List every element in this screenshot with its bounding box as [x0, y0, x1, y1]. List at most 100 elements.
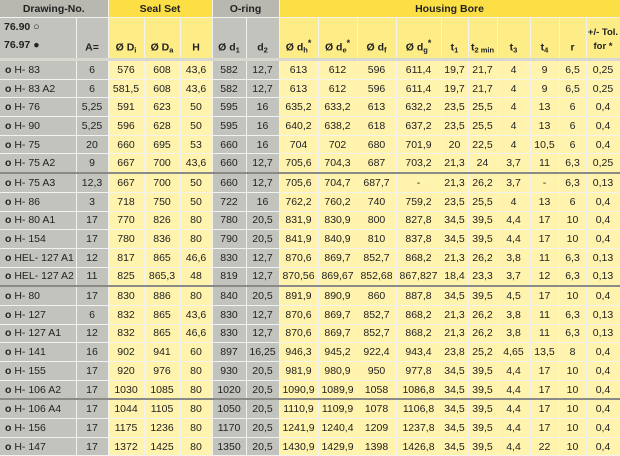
table-row: o H- 147 17 1372 1425 80 1350 20,5 1430,9 1429,9…: [0, 437, 620, 456]
column-header: t2 min: [468, 17, 498, 61]
table-cell: 612: [318, 59, 358, 80]
table-cell: 865: [144, 305, 181, 325]
table-cell: 25,5: [468, 116, 498, 136]
table-cell: 740: [357, 192, 397, 212]
drawing-no-header: Drawing-No.: [0, 0, 109, 18]
table-row: o H- 76 5,25 591 623 50 595 16 635,2 633,2 613 632…: [0, 97, 620, 118]
table-cell: 887,8: [396, 286, 442, 306]
table-cell: 80: [180, 229, 213, 249]
table-cell: 870,6: [279, 324, 319, 344]
table-cell: 1078: [357, 399, 397, 420]
table-cell: 950: [357, 361, 397, 381]
table-cell: 3,7: [497, 173, 531, 193]
table-cell: 16: [246, 135, 280, 155]
table-cell: 840,9: [318, 229, 358, 249]
table-cell: 0,25: [586, 79, 620, 99]
table-cell: 23,5: [441, 97, 469, 118]
table-cell: 0,4: [586, 135, 620, 155]
drawing-no: H- 127 A1: [14, 327, 62, 340]
table-cell: 26,2: [468, 305, 498, 325]
table-cell: 703,2: [396, 153, 442, 175]
table-cell: 780: [108, 229, 145, 249]
table-cell: 941: [144, 342, 181, 362]
table-cell: 20,5: [246, 437, 280, 456]
table-cell: 660: [212, 173, 247, 193]
circle-outline-icon: o: [5, 138, 12, 151]
table-cell: 582: [212, 59, 247, 80]
column-header-sub: 2 min: [474, 45, 495, 54]
table-cell: 4: [497, 79, 531, 99]
table-row: o H- 86 3 718 750 50 722 16 762,2 760,2 740 759,2 2…: [0, 192, 620, 212]
circle-outline-icon: o: [5, 251, 12, 264]
table-cell: 80: [180, 418, 213, 438]
table-cell: 6: [76, 305, 109, 325]
table-cell: 80: [180, 437, 213, 456]
table-cell: 613: [357, 97, 397, 118]
table-cell: 53: [180, 135, 213, 155]
table-cell: 869,7: [318, 324, 358, 344]
table-cell: 4: [497, 135, 531, 155]
table-cell: 869,7: [318, 248, 358, 268]
table-cell: 870,6: [279, 305, 319, 325]
filled-circle-icon: ●: [33, 39, 40, 51]
column-header-sub: e: [342, 45, 347, 54]
column-header-sub: 1: [454, 45, 459, 54]
table-cell: 39,5: [468, 286, 498, 306]
table-cell: 34,5: [441, 211, 469, 231]
table-cell: 705,6: [279, 173, 319, 193]
table-cell: 21,3: [441, 305, 469, 325]
table-cell: 1430,9: [279, 437, 319, 456]
table-cell: 608: [144, 59, 181, 80]
drawing-no-cell: o H- 106 A4: [0, 399, 77, 420]
drawing-no: H- 90: [14, 119, 41, 132]
table-cell: 4,4: [497, 229, 531, 249]
drawing-no: H- 83: [14, 63, 41, 76]
table-cell: 830: [108, 286, 145, 306]
table-cell: 4,4: [497, 418, 531, 438]
table-cell: 13,5: [530, 342, 560, 362]
table-cell: 60: [180, 342, 213, 362]
drawing-no-cell: o H- 127: [0, 305, 77, 325]
table-cell: 34,5: [441, 229, 469, 249]
table-cell: 700: [144, 153, 181, 175]
table-row: o H- 106 A2 17 1030 1085 80 1020 20,5 1090,9 108…: [0, 380, 620, 401]
table-cell: 638,2: [318, 116, 358, 136]
drawing-no: H- 80: [14, 290, 41, 303]
table-cell: 80: [180, 380, 213, 401]
table-cell: 9: [76, 153, 109, 175]
table-cell: 12,7: [246, 153, 280, 175]
table-cell: 852,7: [357, 305, 397, 325]
table-cell: 718: [108, 192, 145, 212]
column-header-main: H: [192, 41, 200, 53]
table-cell: 576: [108, 59, 145, 80]
table-cell: 9: [530, 79, 560, 99]
table-cell: 8: [559, 342, 587, 362]
table-cell: 12,7: [246, 248, 280, 268]
table-cell: 20: [76, 135, 109, 155]
circle-outline-icon: o: [5, 290, 12, 303]
table-cell: 12,7: [246, 267, 280, 288]
table-cell: 1350: [212, 437, 247, 456]
seal-set-header: Seal Set: [108, 0, 213, 18]
drawing-no: H- 154: [14, 233, 46, 246]
table-cell: 700: [144, 173, 181, 193]
column-header-main: Ø d: [285, 41, 304, 53]
table-cell: 50: [180, 192, 213, 212]
table-row: o H- 75 A2 9 667 700 43,6 660 12,7 705,6 704,3 68…: [0, 153, 620, 175]
table-cell: 4: [497, 116, 531, 136]
table-cell: 19,7: [441, 79, 469, 99]
table-cell: 12,7: [246, 79, 280, 99]
table-cell: 800: [357, 211, 397, 231]
table-cell: 6,3: [559, 173, 587, 193]
table-cell: 5,25: [76, 116, 109, 136]
column-header-sub: 4: [544, 45, 549, 54]
table-cell: 852,7: [357, 248, 397, 268]
circle-outline-icon: o: [5, 440, 12, 453]
table-cell: 865: [144, 248, 181, 268]
column-header: Ø de*: [318, 17, 358, 61]
table-cell: 660: [212, 135, 247, 155]
table-cell: 867,827: [396, 267, 442, 288]
table-cell: 4,5: [497, 286, 531, 306]
table-cell: 608: [144, 79, 181, 99]
table-cell: 6,3: [559, 305, 587, 325]
